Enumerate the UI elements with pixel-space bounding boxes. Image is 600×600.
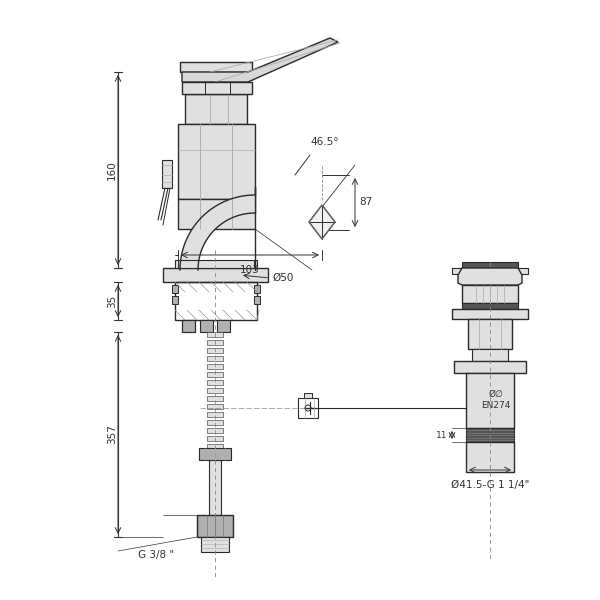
Bar [298,398,318,418]
Bar [175,260,257,268]
Bar [254,285,260,293]
Text: 357: 357 [107,424,117,444]
Bar [182,82,252,94]
Bar [207,380,223,385]
Bar [207,396,223,401]
Bar [178,199,255,229]
Bar [207,388,223,393]
Bar [182,320,195,332]
Bar [217,320,230,332]
Polygon shape [458,268,522,285]
Text: Ø50: Ø50 [272,273,293,283]
Bar [207,364,223,369]
Bar [172,285,178,293]
Bar [452,309,528,319]
Bar [466,373,514,428]
Text: Ø∅
EN274: Ø∅ EN274 [481,389,511,410]
Text: 35: 35 [107,295,117,308]
Bar [462,303,518,309]
Text: 11: 11 [436,431,447,439]
Bar [254,296,260,304]
Bar [207,348,223,353]
Bar [178,124,255,199]
Bar [207,420,223,425]
Bar [180,62,252,72]
Text: Ø41.5-G 1 1/4": Ø41.5-G 1 1/4" [451,480,529,490]
Bar [207,436,223,441]
Bar [452,268,528,274]
Bar [468,319,512,349]
Bar [175,282,257,320]
Bar [207,412,223,417]
Text: G 3/8 ": G 3/8 " [138,550,174,560]
Text: 160: 160 [107,160,117,180]
Bar [200,320,213,332]
Bar [454,361,526,373]
Bar [162,160,172,188]
Bar [466,442,514,472]
Bar [207,452,223,457]
Polygon shape [180,195,255,270]
Bar [163,268,268,282]
Bar [466,428,514,442]
Bar [182,320,195,332]
Bar [207,340,223,345]
Text: 103: 103 [240,265,260,275]
Bar [201,537,229,552]
Bar [207,404,223,409]
Text: 46.5°: 46.5° [310,137,338,147]
Bar [199,448,231,460]
Bar [207,372,223,377]
Bar [462,285,518,303]
Bar [172,296,178,304]
Bar [462,262,518,268]
Bar [207,356,223,361]
Polygon shape [182,38,338,82]
Text: 87: 87 [359,197,372,207]
Bar [185,94,247,124]
Bar [207,332,223,337]
Bar [207,428,223,433]
Bar [472,349,508,361]
Bar [197,515,233,537]
Polygon shape [309,205,335,239]
Bar [209,460,221,515]
Bar [304,393,312,398]
Bar [207,444,223,449]
